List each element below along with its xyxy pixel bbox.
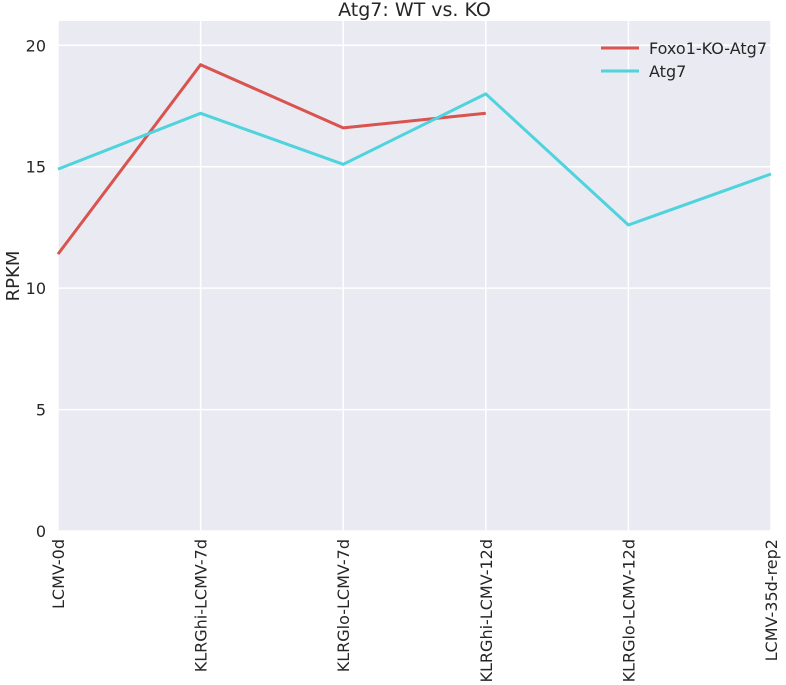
y-axis-label: RPKM — [3, 251, 24, 302]
series-layer — [56, 63, 772, 256]
legend-label: Foxo1-KO-Atg7 — [649, 39, 767, 58]
y-tick-label: 15 — [26, 158, 46, 177]
series-line-atg7 — [57, 92, 772, 227]
x-tick-label: KLRGlo-LCMV-7d — [334, 539, 353, 672]
grid-lines — [57, 21, 772, 532]
y-tick-label: 20 — [26, 36, 46, 55]
legend: Foxo1-KO-Atg7 Atg7 — [601, 39, 767, 81]
x-tick-label: LCMV-0d — [49, 539, 68, 609]
y-tick-label: 0 — [36, 522, 46, 541]
x-tick-label: KLRGhi-LCMV-7d — [192, 539, 211, 672]
x-tick-labels: LCMV-0d KLRGhi-LCMV-7d KLRGlo-LCMV-7d KLRGh… — [49, 539, 781, 682]
legend-label: Atg7 — [649, 62, 686, 81]
plot-area — [58, 21, 771, 531]
x-tick-label: KLRGhi-LCMV-12d — [477, 539, 496, 682]
x-tick-label: LCMV-35d-rep2 — [762, 539, 781, 661]
chart-title: Atg7: WT vs. KO — [338, 0, 491, 21]
y-tick-labels: 0 5 10 15 20 — [26, 36, 46, 541]
series-line-foxo1-ko-atg7 — [56, 63, 486, 256]
x-tick-label: KLRGlo-LCMV-12d — [619, 539, 638, 682]
y-tick-label: 10 — [26, 279, 46, 298]
y-tick-label: 5 — [36, 401, 46, 420]
